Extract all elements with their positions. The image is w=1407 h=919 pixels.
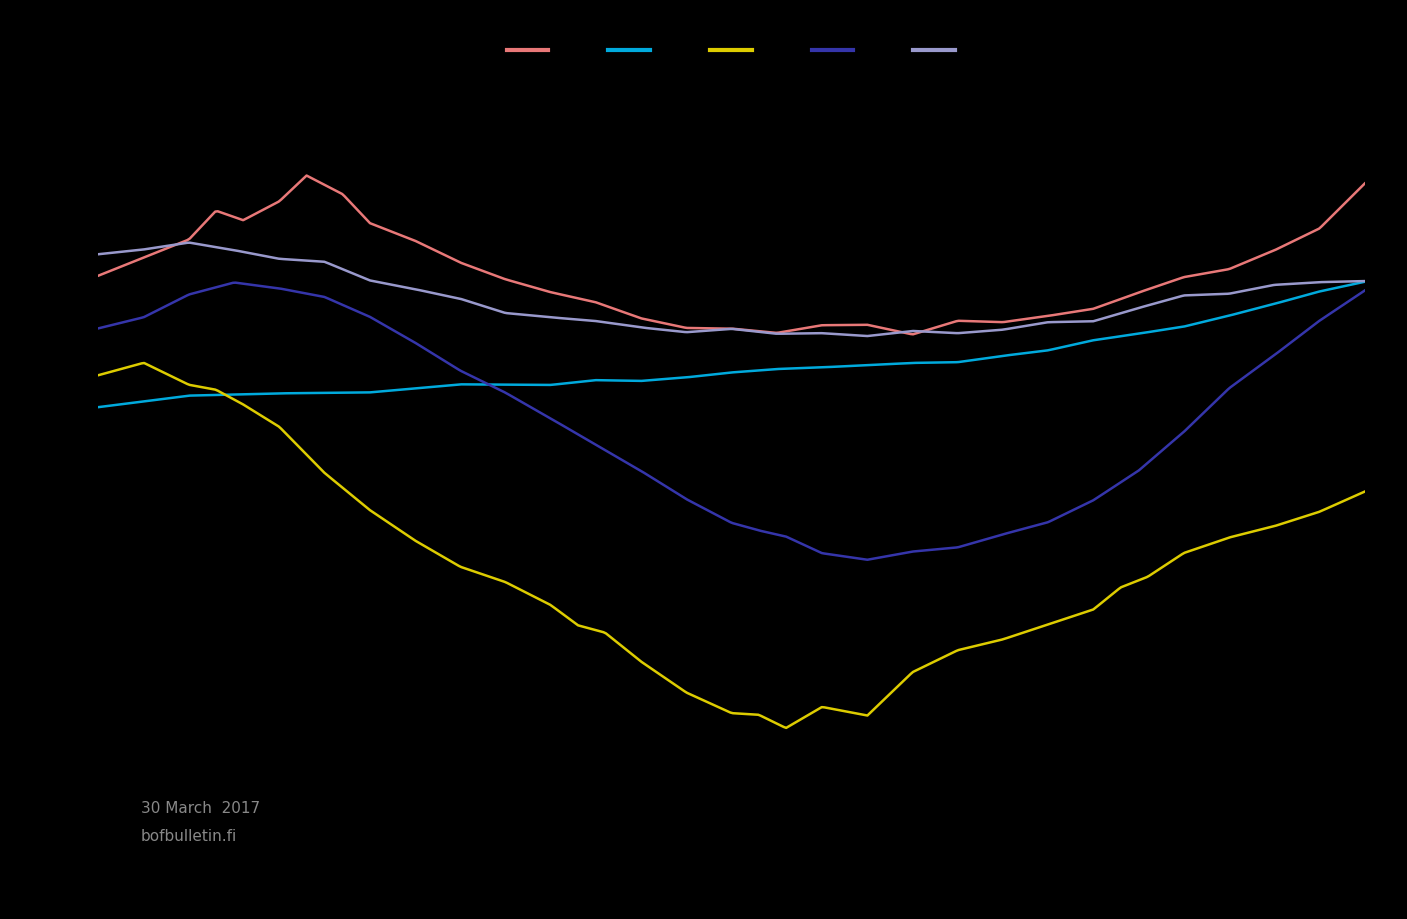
Text: bofbulletin.fi: bofbulletin.fi	[141, 829, 236, 844]
Text: 30 March  2017: 30 March 2017	[141, 801, 260, 816]
Legend: , , , , : , , , ,	[499, 35, 964, 66]
